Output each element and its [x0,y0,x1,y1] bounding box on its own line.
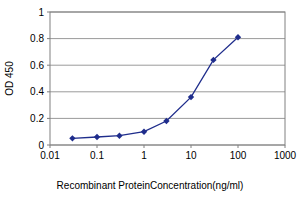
grid-line [50,38,285,39]
y-axis-label: OD 450 [4,61,15,96]
plot-frame [50,12,285,145]
data-point [116,132,122,138]
y-tick-label: 0.8 [30,33,44,44]
grid-line [50,65,285,66]
x-tick-label: 10 [185,150,197,161]
data-point [210,57,216,63]
data-point [69,135,75,141]
x-tick-label: 100 [230,150,247,161]
x-tick-label: 1 [141,150,147,161]
data-point [141,129,147,135]
x-tick-label: 1000 [274,150,297,161]
chart: 0 0.2 0.4 0.6 0.8 1 0.01 0.1 1 10 100 1000 OD 450 Rec… [0,0,300,200]
y-tick-label: 1 [38,7,44,18]
grid-line [50,91,285,92]
data-group [69,34,241,141]
data-point [163,118,169,124]
data-point [94,134,100,140]
y-tick-label: 0 [38,140,44,151]
grid-line [50,118,285,119]
data-point [235,34,241,40]
y-tick-label: 0.4 [30,86,44,97]
x-tick-label: 0.01 [40,150,60,161]
data-line [72,37,238,138]
x-axis-label: Recombinant ProteinConcentration(ng/ml) [57,180,244,191]
x-tick-label: 0.1 [90,150,104,161]
chart-container: 0 0.2 0.4 0.6 0.8 1 0.01 0.1 1 10 100 1000 OD 450 Rec… [0,0,300,200]
data-point [188,94,194,100]
y-tick-label: 0.2 [30,113,44,124]
y-tick-label: 0.6 [30,60,44,71]
